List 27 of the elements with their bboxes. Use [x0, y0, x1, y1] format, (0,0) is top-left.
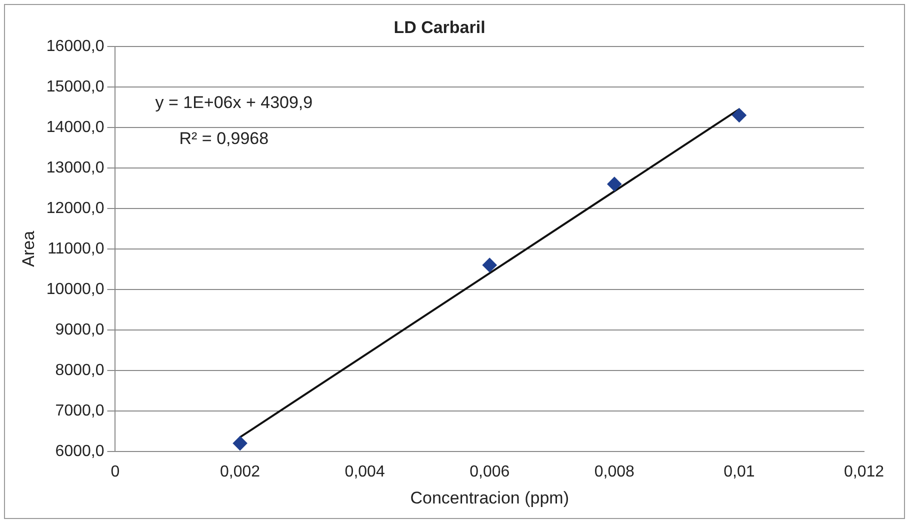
x-tick-label: 0: [110, 463, 120, 480]
annotation: R² = 0,9968: [179, 129, 269, 148]
x-tick-label: 0,008: [594, 463, 635, 480]
y-tick-label: 9000,0: [55, 321, 104, 338]
x-axis-title: Concentracion (ppm): [410, 488, 569, 508]
x-tick-label: 0,004: [344, 463, 385, 480]
y-tick-label: 14000,0: [46, 118, 104, 136]
y-tick-label: 8000,0: [55, 362, 104, 379]
y-tick-label: 13000,0: [46, 159, 104, 176]
x-tick-label: 0,012: [844, 463, 884, 480]
point: [482, 258, 497, 272]
y-axis-title: Area: [18, 230, 38, 267]
point: [233, 436, 248, 450]
y-tick-label: 7000,0: [55, 402, 104, 420]
annotation: y = 1E+06x + 4309,9: [155, 93, 313, 112]
y-tick-label: 15000,0: [46, 78, 104, 96]
x-tick-label: 0,01: [724, 463, 755, 480]
y-tick-label: 16000,0: [46, 38, 104, 55]
point: [732, 108, 746, 122]
y-tick-label: 6000,0: [55, 442, 104, 460]
y-tick-label: 10000,0: [46, 280, 104, 298]
y-tick-label: 12000,0: [46, 200, 104, 217]
chart-title: LD Carbaril: [394, 18, 486, 37]
x-tick-label: 0,006: [470, 463, 510, 480]
point: [607, 177, 622, 192]
y-tick-label: 11000,0: [48, 240, 104, 258]
x-tick-label: 0,002: [220, 463, 260, 480]
